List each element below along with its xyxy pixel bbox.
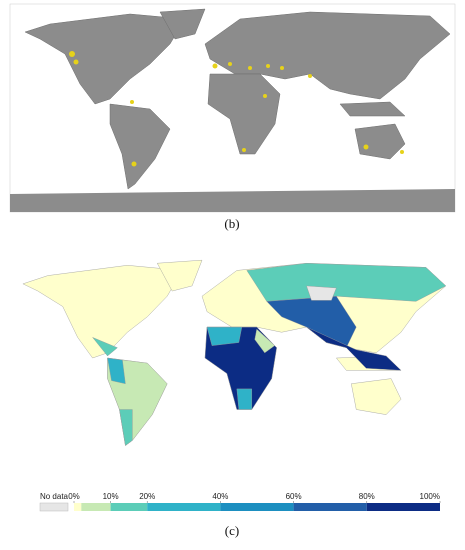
legend-bin bbox=[110, 503, 148, 511]
legend-tick-label: 60% bbox=[286, 492, 302, 501]
legend-tick-label: 80% bbox=[359, 492, 375, 501]
legend-tick-label: 20% bbox=[139, 492, 155, 501]
legend-bin bbox=[220, 503, 294, 511]
caption: (b) bbox=[224, 216, 239, 231]
legend-bin bbox=[147, 503, 221, 511]
legend-bin bbox=[366, 503, 440, 511]
legend-tick-label: 100% bbox=[420, 492, 440, 501]
no-data-swatch bbox=[39, 502, 69, 512]
map-c bbox=[22, 259, 447, 447]
caption: (c) bbox=[225, 523, 239, 538]
legend-bin bbox=[81, 503, 111, 511]
no-data-label: No data bbox=[40, 492, 69, 501]
legend-bin bbox=[293, 503, 367, 511]
legend-tick-label: 0% bbox=[68, 492, 80, 501]
legend: No data 0% 10% 20% 40% 60% 80% 100% bbox=[39, 492, 441, 512]
map-b bbox=[9, 3, 456, 213]
legend-bin bbox=[74, 503, 82, 511]
legend-tick-label: 40% bbox=[212, 492, 228, 501]
antarctica bbox=[10, 189, 455, 212]
legend-tick-label: 10% bbox=[103, 492, 119, 501]
highlight-areas bbox=[69, 51, 404, 167]
